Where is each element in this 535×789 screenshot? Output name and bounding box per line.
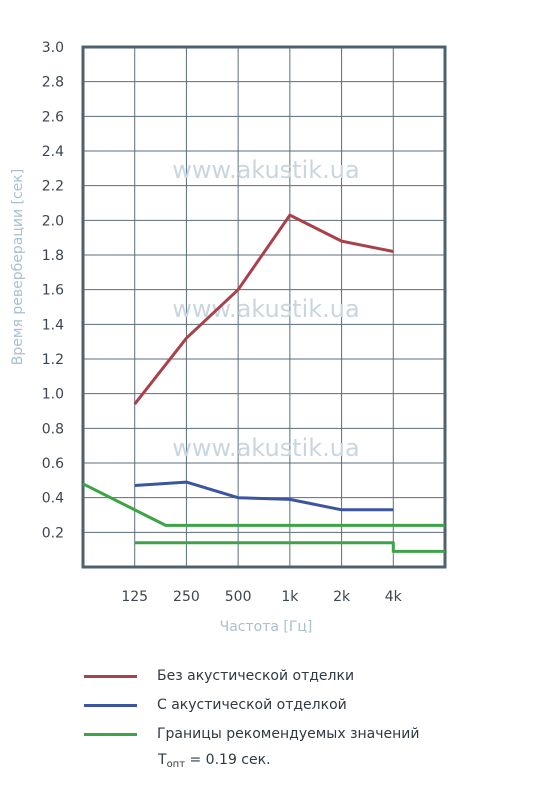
legend-swatch-bounds	[84, 733, 137, 736]
y-tick-label: 1.4	[42, 317, 64, 333]
legend-item-untreated: Без акустической отделки	[84, 666, 504, 686]
plot-area	[83, 47, 445, 567]
watermark-text: www.akustik.ua	[172, 295, 359, 323]
plot-frame	[81, 45, 447, 569]
series-line-3	[134, 541, 445, 553]
legend-item-bounds: Границы рекомендуемых значений	[84, 724, 504, 744]
y-tick-label: 0.8	[42, 421, 64, 437]
x-axis-title: Частота [Гц]	[220, 619, 313, 635]
legend-label-untreated: Без акустической отделки	[157, 668, 355, 684]
y-tick-label: 0.2	[42, 525, 64, 541]
y-tick-label: 1.6	[42, 283, 64, 299]
watermark-text: www.akustik.ua	[172, 434, 359, 462]
x-tick-label: 125	[121, 589, 148, 605]
y-tick-label: 2.8	[42, 75, 64, 91]
watermark-text: www.akustik.ua	[172, 156, 359, 184]
x-tick-label: 2k	[333, 589, 351, 605]
topt-value: = 0.19 сек.	[189, 752, 271, 768]
y-tick-label: 2.6	[42, 109, 64, 125]
y-tick-label: 1.2	[42, 352, 64, 368]
x-tick-label: 1k	[281, 589, 299, 605]
reverberation-chart: www.akustik.ua www.akustik.ua www.akustik.…	[10, 40, 447, 635]
y-tick-label: 0.6	[42, 456, 64, 472]
y-tick-label: 1.0	[42, 387, 64, 403]
series-line-1	[134, 480, 394, 512]
legend-swatch-untreated	[84, 675, 137, 678]
y-tick-label: 2.4	[42, 144, 64, 160]
y-tick-label: 2.2	[42, 179, 64, 195]
x-tick-label: 250	[173, 589, 200, 605]
y-tick-label: 0.4	[42, 491, 64, 507]
y-axis-title: Время реверберации [сек]	[10, 169, 26, 365]
y-tick-label: 2.0	[42, 213, 64, 229]
optimal-time-note: Tопт = 0.19 сек.	[158, 752, 271, 770]
legend-item-treated: С акустической отделкой	[84, 695, 504, 715]
legend-label-bounds: Границы рекомендуемых значений	[157, 726, 420, 742]
x-tick-label: 500	[225, 589, 252, 605]
series-line-0	[133, 213, 394, 406]
legend-label-treated: С акустической отделкой	[157, 697, 347, 713]
y-tick-label: 3.0	[42, 40, 64, 56]
legend-swatch-treated	[84, 704, 137, 707]
series-line-2	[82, 482, 445, 527]
x-tick-label: 4k	[385, 589, 403, 605]
topt-symbol: T	[158, 752, 167, 768]
topt-subscript: опт	[166, 759, 186, 770]
y-tick-label: 1.8	[42, 248, 64, 264]
